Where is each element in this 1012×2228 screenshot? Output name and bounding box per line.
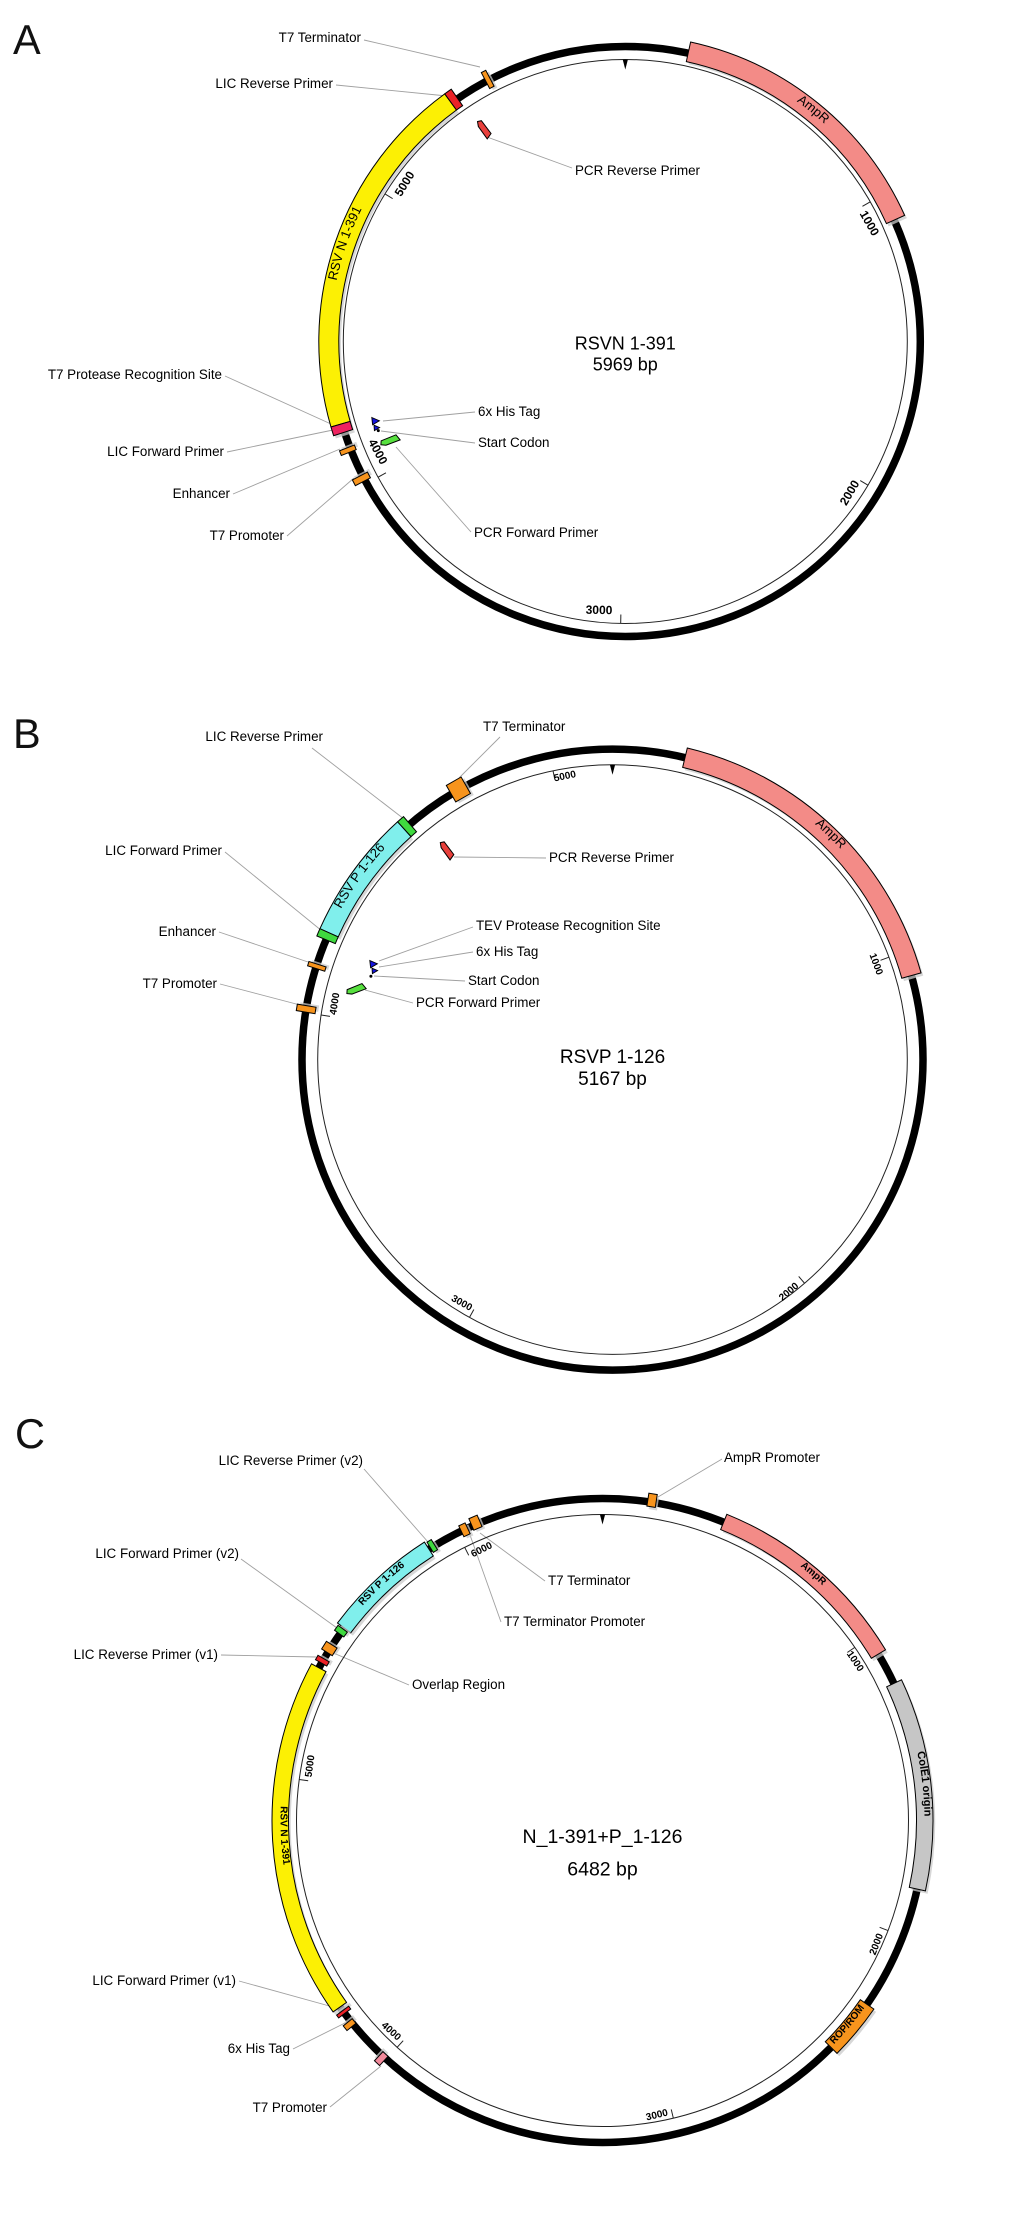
svg-text:LIC Forward Primer (v1): LIC Forward Primer (v1) — [92, 1973, 236, 1988]
svg-text:RSVN 1-391: RSVN 1-391 — [575, 334, 676, 354]
svg-text:5969 bp: 5969 bp — [593, 355, 658, 375]
svg-text:PCR Forward Primer: PCR Forward Primer — [474, 525, 599, 540]
svg-text:B: B — [13, 710, 41, 757]
svg-text:Enhancer: Enhancer — [159, 924, 217, 939]
svg-text:6482 bp: 6482 bp — [567, 1859, 638, 1881]
svg-text:PCR Reverse Primer: PCR Reverse Primer — [575, 163, 701, 178]
svg-text:T7 Promoter: T7 Promoter — [253, 2100, 328, 2115]
svg-text:LIC Reverse Primer: LIC Reverse Primer — [205, 729, 323, 744]
svg-text:LIC Forward Primer: LIC Forward Primer — [107, 444, 224, 459]
svg-text:4000: 4000 — [328, 992, 342, 1016]
svg-text:N_1-391+P_1-126: N_1-391+P_1-126 — [523, 1826, 683, 1848]
svg-text:T7 Terminator: T7 Terminator — [483, 719, 566, 734]
svg-text:T7 Terminator: T7 Terminator — [548, 1573, 631, 1588]
svg-text:6x His Tag: 6x His Tag — [478, 404, 540, 419]
svg-text:A: A — [13, 16, 41, 63]
svg-text:PCR Reverse Primer: PCR Reverse Primer — [549, 850, 675, 865]
svg-text:3000: 3000 — [645, 2107, 670, 2123]
svg-text:5000: 5000 — [553, 769, 577, 784]
svg-text:LIC Reverse Primer: LIC Reverse Primer — [215, 76, 333, 91]
svg-text:T7 Terminator: T7 Terminator — [279, 30, 362, 45]
svg-text:T7 Protease Recognition Site: T7 Protease Recognition Site — [48, 367, 222, 382]
svg-text:5000: 5000 — [304, 1754, 318, 1778]
svg-text:C: C — [15, 1410, 45, 1457]
svg-text:LIC Forward Primer: LIC Forward Primer — [105, 843, 222, 858]
svg-text:AmpR Promoter: AmpR Promoter — [724, 1450, 821, 1465]
svg-text:6x His Tag: 6x His Tag — [228, 2041, 290, 2056]
svg-text:TEV Protease Recognition Site: TEV Protease Recognition Site — [476, 918, 661, 933]
svg-text:6x His Tag: 6x His Tag — [476, 944, 538, 959]
svg-text:Start Codon: Start Codon — [478, 435, 549, 450]
svg-text:T7 Terminator Promoter: T7 Terminator Promoter — [504, 1614, 646, 1629]
svg-text:T7 Promoter: T7 Promoter — [210, 528, 285, 543]
svg-text:LIC Reverse Primer (v1): LIC Reverse Primer (v1) — [74, 1647, 218, 1662]
svg-text:RSV N 1-391: RSV N 1-391 — [277, 1806, 291, 1866]
svg-text:3000: 3000 — [586, 603, 613, 617]
svg-text:LIC Forward Primer (v2): LIC Forward Primer (v2) — [95, 1546, 239, 1561]
svg-text:T7 Promoter: T7 Promoter — [143, 976, 218, 991]
svg-text:LIC Reverse Primer (v2): LIC Reverse Primer (v2) — [219, 1453, 363, 1468]
svg-text:Overlap Region: Overlap Region — [412, 1677, 505, 1692]
svg-text:5167 bp: 5167 bp — [578, 1069, 647, 1090]
svg-text:Start Codon: Start Codon — [468, 973, 539, 988]
svg-text:Enhancer: Enhancer — [173, 486, 231, 501]
svg-text:RSVP 1-126: RSVP 1-126 — [560, 1047, 665, 1068]
svg-text:PCR Forward Primer: PCR Forward Primer — [416, 995, 541, 1010]
